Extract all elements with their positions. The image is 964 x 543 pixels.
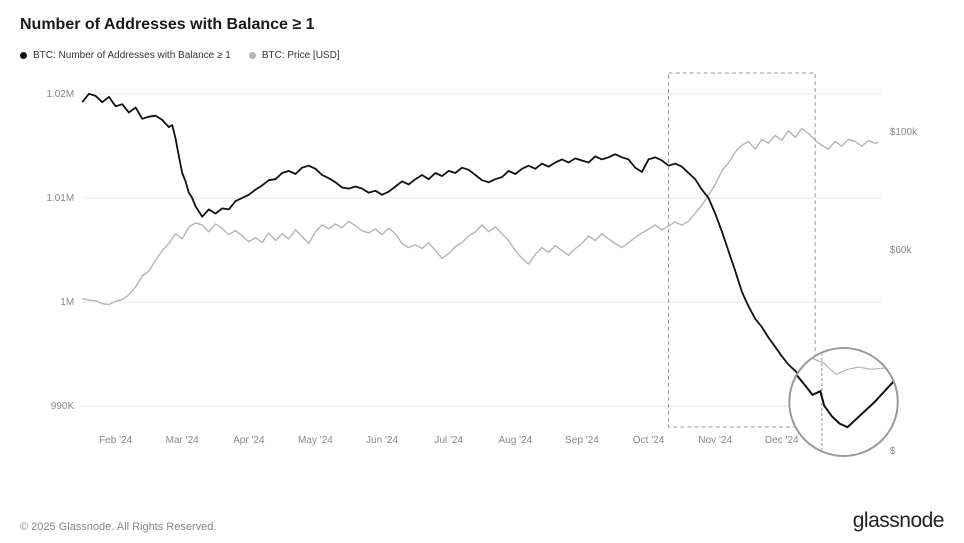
legend-dot-price [249,52,256,59]
footer: © 2025 Glassnode. All Rights Reserved. g… [20,509,944,533]
svg-text:Nov '24: Nov '24 [698,435,732,446]
chart-svg: 990K 1M 1.01M 1.02M $60k $100k Feb '24 Mar '24 A… [20,67,944,457]
svg-text:$: $ [890,446,896,457]
svg-text:Dec '24: Dec '24 [765,435,799,446]
svg-text:$100k: $100k [890,127,918,138]
svg-text:Sep '24: Sep '24 [565,435,599,446]
svg-text:$60k: $60k [890,245,913,256]
svg-text:1M: 1M [60,297,74,308]
svg-text:Mar '24: Mar '24 [166,435,200,446]
svg-text:Jun '24: Jun '24 [366,435,398,446]
svg-text:Jul '24: Jul '24 [434,435,463,446]
svg-text:Oct '24: Oct '24 [633,435,665,446]
svg-text:Apr '24: Apr '24 [233,435,265,446]
copyright-text: © 2025 Glassnode. All Rights Reserved. [20,521,216,533]
chart-card: Number of Addresses with Balance ≥ 1 BTC… [0,0,964,543]
legend-dot-addresses [20,52,27,59]
legend-item-addresses: BTC: Number of Addresses with Balance ≥ … [20,50,231,61]
svg-text:Aug '24: Aug '24 [498,435,532,446]
chart-area: 990K 1M 1.01M 1.02M $60k $100k Feb '24 Mar '24 A… [20,67,944,457]
svg-text:1.02M: 1.02M [46,89,74,100]
brand-logo: glassnode [853,509,944,533]
svg-text:1.01M: 1.01M [46,193,74,204]
chart-title: Number of Addresses with Balance ≥ 1 [20,16,944,34]
svg-text:Feb '24: Feb '24 [99,435,133,446]
legend-label-addresses: BTC: Number of Addresses with Balance ≥ … [33,50,231,61]
svg-text:May '24: May '24 [298,435,333,446]
legend-item-price: BTC: Price [USD] [249,50,340,61]
chart-legend: BTC: Number of Addresses with Balance ≥ … [20,50,944,61]
legend-label-price: BTC: Price [USD] [262,50,340,61]
svg-text:990K: 990K [51,401,75,412]
